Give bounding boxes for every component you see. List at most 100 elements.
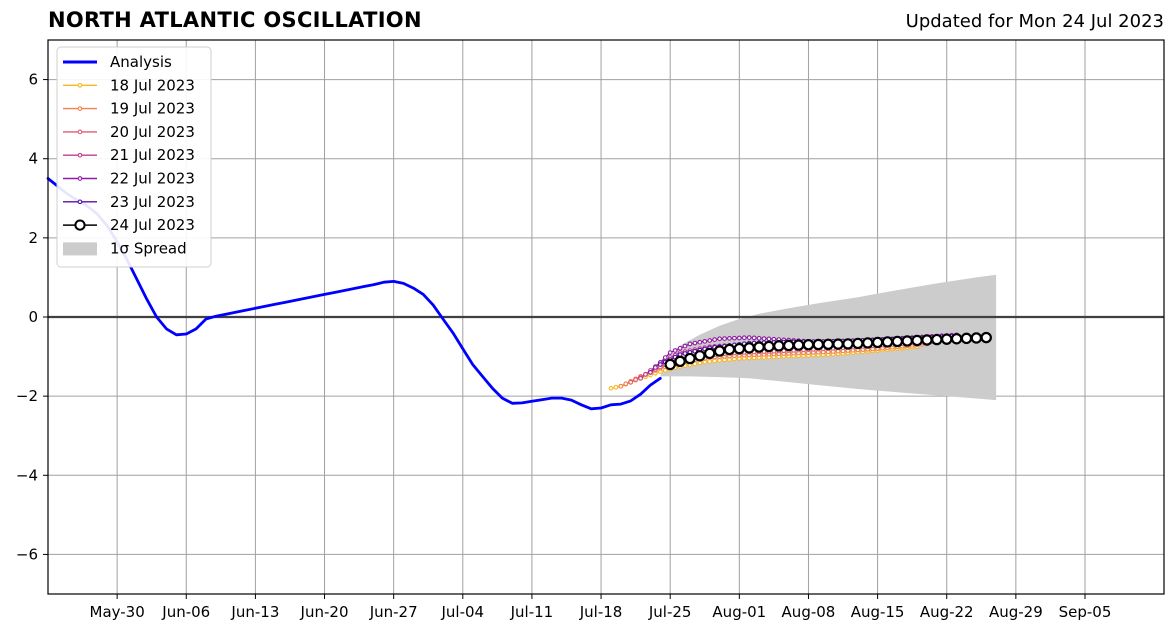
forecast-point (950, 333, 963, 345)
legend-item-20-jul-2023: 20 Jul 2023 (63, 123, 195, 141)
forecast-point (717, 336, 722, 342)
analysis-line (46, 177, 662, 411)
legend-item-24-jul-2023: 24 Jul 2023 (63, 216, 195, 234)
forecast-point (733, 342, 746, 355)
legend-item-1σ-spread: 1σ Spread (63, 239, 187, 257)
y-tick-label: −6 (16, 545, 38, 563)
y-tick-label: −2 (16, 387, 38, 405)
forecast-point (702, 359, 708, 365)
legend-marker (77, 199, 83, 205)
x-tick-label: Aug-08 (782, 603, 836, 621)
x-tick-label: Aug-01 (712, 603, 766, 621)
forecast-point (941, 333, 953, 345)
legend-item-analysis: Analysis (63, 53, 172, 71)
forecast-point (723, 343, 736, 356)
forecast-point (712, 337, 717, 342)
forecast-point (970, 332, 983, 344)
forecast-point (891, 335, 904, 348)
legend-swatch (63, 242, 97, 256)
y-tick-label: 4 (28, 150, 38, 168)
y-tick-label: 6 (28, 71, 38, 89)
analysis-layer (46, 177, 662, 411)
forecast-point (638, 375, 643, 381)
forecast-point (931, 333, 943, 346)
forecast-point (697, 339, 703, 345)
forecast-point (697, 360, 703, 366)
x-tick-label: Aug-29 (989, 603, 1043, 621)
x-tick-label: Jul-18 (579, 603, 623, 621)
legend-box (56, 46, 212, 268)
forecast-point (682, 343, 688, 349)
legend-item-22-jul-2023: 22 Jul 2023 (63, 170, 195, 188)
forecast-point (608, 385, 614, 391)
forecast-point (832, 338, 844, 350)
forecast-point (862, 337, 874, 349)
legend-label: 22 Jul 2023 (110, 170, 195, 188)
forecast-point (727, 336, 732, 341)
legend-label: 23 Jul 2023 (110, 193, 195, 211)
legend-label: 21 Jul 2023 (110, 146, 195, 164)
y-tick-label: −4 (16, 466, 38, 484)
forecast-point (980, 331, 992, 344)
forecast-point (746, 335, 752, 340)
forecast-point (812, 338, 825, 351)
forecast-point (628, 379, 634, 385)
forecast-point (756, 335, 762, 341)
forecast-point (712, 358, 717, 364)
x-axis: May-30 Jun-06 Jun-13 Jun-20 Jun-27 Jul-04 Jul-… (90, 594, 1111, 621)
forecast-point (792, 339, 805, 351)
legend-label: Analysis (110, 53, 172, 71)
forecast-point (672, 348, 678, 353)
x-tick-label: Jun-13 (230, 603, 279, 621)
x-tick-label: Jun-06 (161, 603, 210, 621)
x-tick-label: Jun-27 (369, 603, 418, 621)
legend-item-19-jul-2023: 19 Jul 2023 (63, 100, 195, 118)
legend-marker (77, 106, 83, 111)
x-tick-label: Aug-22 (920, 603, 974, 621)
legend-marker (77, 176, 83, 181)
legend-label: 19 Jul 2023 (110, 100, 195, 118)
forecast-point (921, 334, 933, 346)
legend-marker (77, 129, 83, 135)
forecast-point (707, 338, 713, 343)
forecast-point (674, 355, 686, 368)
legend-item-21-jul-2023: 21 Jul 2023 (63, 146, 195, 164)
legend-marker (77, 82, 83, 88)
y-tick-label: 2 (28, 229, 38, 247)
x-tick-label: Jun-20 (300, 603, 349, 621)
updated-date-label: Updated for Mon 24 Jul 2023 (905, 11, 1164, 32)
forecast-point (623, 381, 629, 387)
forecast-point (736, 335, 742, 341)
forecast-point (881, 336, 894, 348)
legend-marker (74, 219, 86, 231)
forecast-point (677, 345, 683, 351)
forecast-point (741, 335, 747, 341)
forecast-point (761, 336, 767, 341)
y-tick-label: 0 (28, 308, 38, 326)
forecast-point (732, 335, 737, 341)
forecast-point (667, 350, 673, 355)
forecast-point (911, 334, 923, 347)
legend-item-18-jul-2023: 18 Jul 2023 (63, 76, 195, 94)
forecast-point (871, 336, 884, 349)
forecast-point (901, 335, 913, 347)
forecast-point (766, 336, 772, 342)
legend-marker (77, 152, 83, 158)
spread-band (660, 274, 997, 401)
forecast-point (662, 355, 668, 360)
forecast-point (783, 339, 795, 352)
legend-label: 20 Jul 2023 (110, 123, 195, 141)
legend-label: 18 Jul 2023 (110, 76, 195, 94)
forecast-point (822, 338, 834, 351)
legend-label: 24 Jul 2023 (110, 216, 195, 234)
x-tick-label: Aug-15 (851, 603, 905, 621)
forecast-point (613, 384, 619, 390)
forecast-point (657, 362, 663, 367)
chart-title: NORTH ATLANTIC OSCILLATION (48, 8, 422, 32)
forecast-point (687, 341, 693, 347)
forecast-point (753, 341, 765, 353)
forecast-series-24-jul-2023 (664, 331, 992, 371)
x-tick-label: Jul-04 (440, 603, 484, 621)
x-tick-label: May-30 (90, 603, 145, 621)
